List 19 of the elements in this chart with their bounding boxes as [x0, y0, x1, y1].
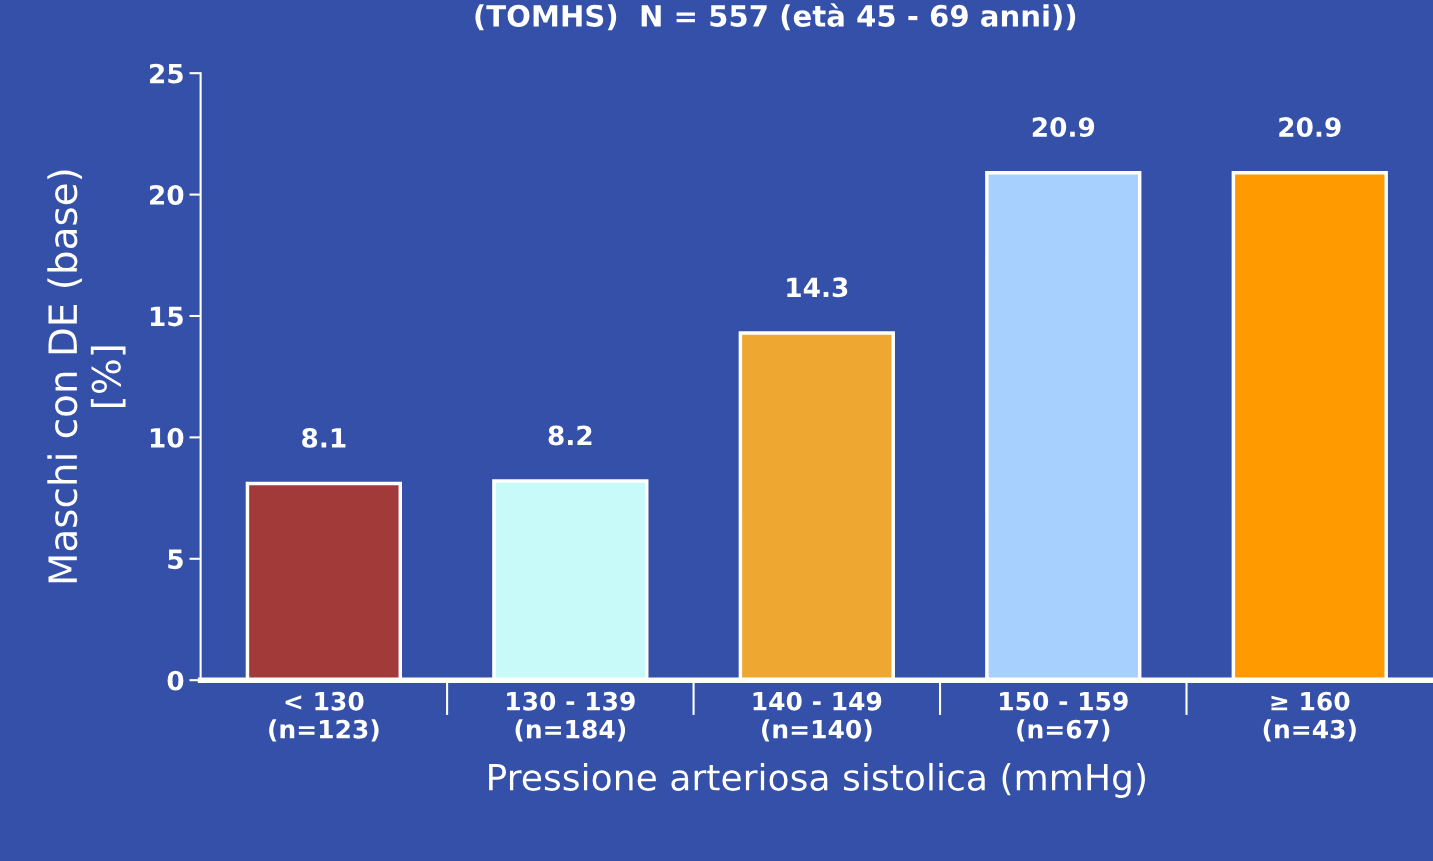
y-tick-label: 15	[150, 306, 183, 327]
chart-title: (TOMHS) N = 557 (età 45 - 69 anni))	[475, 3, 1076, 31]
x-tick-label: 130 - 139 (n=184)	[507, 691, 635, 742]
x-axis-title: Pressione arteriosa sistolica (mmHg)	[489, 762, 1145, 798]
data-label: 8.1	[302, 427, 346, 448]
x-tick-label: < 130 (n=123)	[269, 691, 379, 742]
y-tick-label: 25	[150, 63, 183, 84]
y-tick-label: 20	[150, 185, 184, 205]
x-tick-label: ≥ 160 (n=43)	[1263, 691, 1356, 742]
y-tick-label: 5	[168, 549, 183, 570]
data-label: 20.9	[1279, 117, 1341, 138]
data-label: 14.3	[787, 277, 848, 298]
x-tick-label: 140 - 149 (n=140)	[753, 691, 882, 742]
data-label: 20.9	[1032, 117, 1095, 138]
x-tick-label: 150 - 159 (n=67)	[1000, 691, 1128, 742]
y-tick-label: 0	[167, 670, 184, 691]
y-tick-label: 10	[150, 427, 184, 448]
data-label: 8.2	[548, 425, 592, 446]
y-axis-title: Maschi con DE (base) [%]	[47, 170, 126, 583]
